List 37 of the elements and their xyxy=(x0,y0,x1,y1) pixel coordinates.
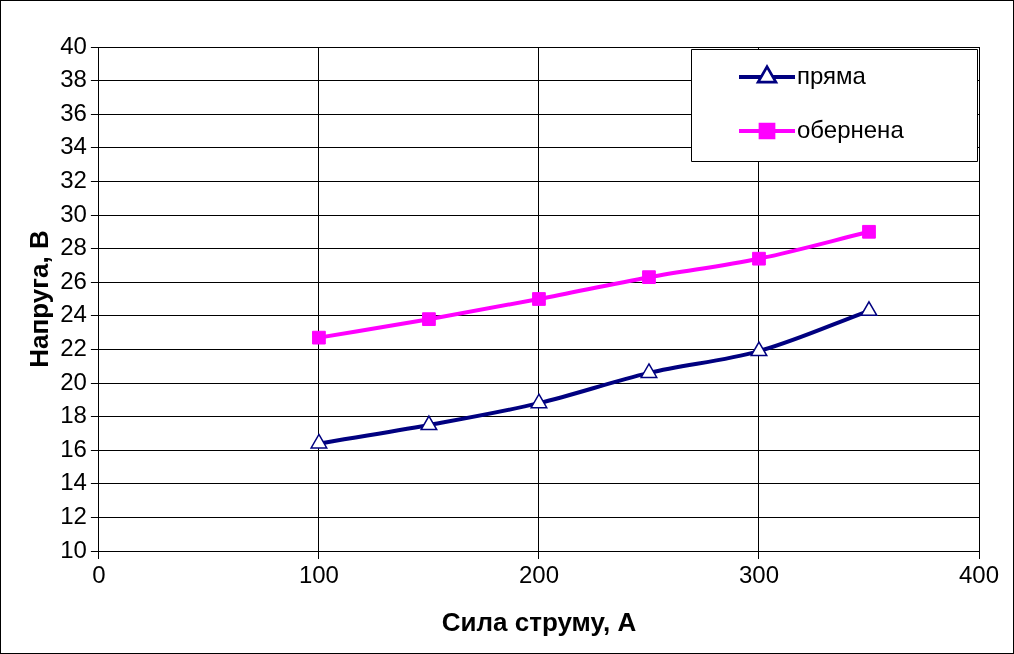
y-tick-label: 40 xyxy=(60,31,87,59)
y-tick-label: 12 xyxy=(60,502,87,530)
y-tick-label: 24 xyxy=(60,300,87,328)
y-tick-label: 16 xyxy=(60,434,87,462)
y-tick-label: 14 xyxy=(60,468,87,496)
legend-label: обернена xyxy=(797,115,905,143)
point xyxy=(530,393,548,409)
point xyxy=(642,270,656,285)
y-tick-label: 22 xyxy=(60,334,87,362)
point xyxy=(312,330,326,345)
y-tick-label: 38 xyxy=(60,65,87,93)
y-axis-title: Напруга, В xyxy=(23,230,54,368)
y-tick-label: 36 xyxy=(60,98,87,126)
point xyxy=(640,363,658,379)
legend-label: пряма xyxy=(797,61,867,89)
point xyxy=(862,224,876,239)
y-tick-label: 34 xyxy=(60,132,87,160)
x-tick-label: 200 xyxy=(518,561,559,589)
point xyxy=(752,251,766,266)
point xyxy=(420,415,438,431)
point xyxy=(750,341,768,357)
x-axis-title: Сила струму, А xyxy=(441,606,637,637)
point xyxy=(310,433,328,449)
x-tick-label: 300 xyxy=(738,561,779,589)
y-tick-label: 32 xyxy=(60,166,87,194)
x-tick-label: 0 xyxy=(92,561,106,589)
x-tick-label: 100 xyxy=(298,561,339,589)
y-tick-label: 20 xyxy=(60,367,87,395)
y-tick-label: 18 xyxy=(60,401,87,429)
y-tick-label: 30 xyxy=(60,199,87,227)
x-tick-label: 400 xyxy=(958,561,1000,589)
y-tick-label: 28 xyxy=(60,233,87,261)
point xyxy=(422,312,436,327)
y-tick-label: 26 xyxy=(60,266,87,294)
point xyxy=(860,301,878,317)
point xyxy=(532,292,546,306)
y-tick-label: 10 xyxy=(60,535,87,563)
